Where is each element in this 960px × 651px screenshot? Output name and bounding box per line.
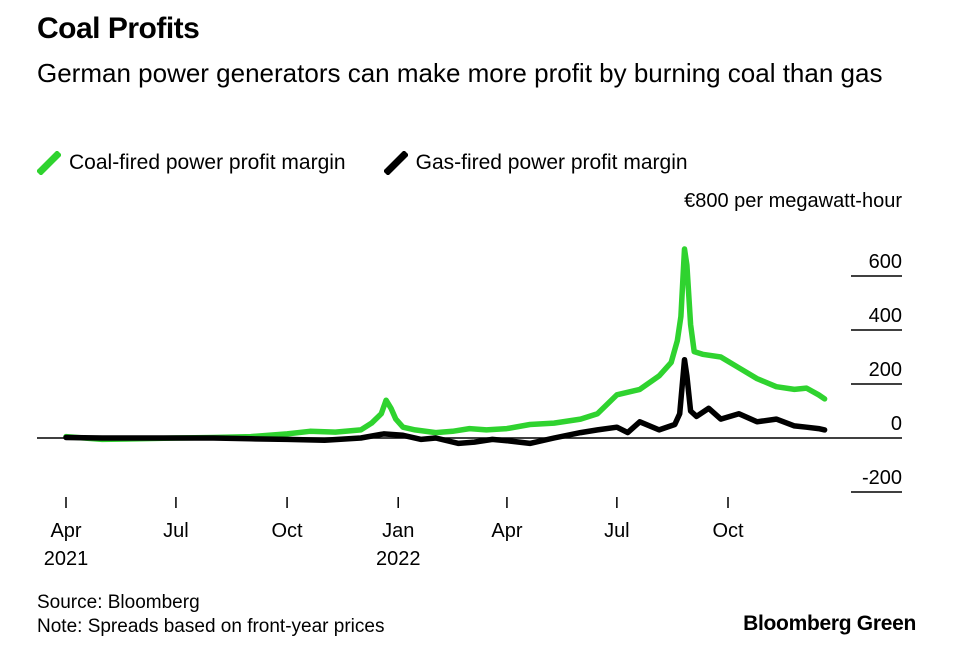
legend-label-coal: Coal-fired power profit margin bbox=[69, 151, 346, 174]
y-axis: 600 400 200 0 -200 bbox=[851, 251, 902, 493]
y-tick-label: 0 bbox=[891, 413, 902, 435]
legend-swatch-gas-icon bbox=[383, 151, 408, 175]
y-tick-label: -200 bbox=[862, 467, 902, 489]
x-tick-year-label: 2022 bbox=[376, 548, 421, 570]
y-tick-label: 400 bbox=[869, 305, 902, 327]
x-tick-year-label: 2021 bbox=[44, 548, 89, 570]
footer-notes: Source: Bloomberg Note: Spreads based on… bbox=[37, 591, 384, 639]
series-group bbox=[63, 246, 828, 447]
coal-margin-line bbox=[63, 246, 828, 443]
legend-swatch-coal-icon bbox=[37, 151, 61, 175]
x-tick-label: Oct bbox=[712, 520, 744, 542]
legend: Coal-fired power profit margin Gas-fired… bbox=[37, 148, 726, 178]
legend-label-gas: Gas-fired power profit margin bbox=[415, 151, 688, 174]
gas-margin-line bbox=[63, 356, 828, 447]
x-axis: Apr 2021 Jul Oct Jan 2022 Apr Jul Oct bbox=[44, 497, 744, 570]
x-tick-label: Jan bbox=[382, 520, 414, 542]
legend-item-gas: Gas-fired power profit margin bbox=[383, 151, 688, 175]
legend-item-coal: Coal-fired power profit margin bbox=[37, 151, 346, 175]
x-tick-label: Jul bbox=[163, 520, 189, 542]
y-tick-label: 200 bbox=[869, 359, 902, 381]
x-tick-label: Apr bbox=[50, 520, 81, 542]
chart-title: Coal Profits bbox=[37, 12, 200, 45]
source-text: Source: Bloomberg bbox=[37, 592, 200, 613]
x-tick-label: Apr bbox=[491, 520, 522, 542]
note-text: Note: Spreads based on front-year prices bbox=[37, 616, 385, 637]
y-tick-label: 600 bbox=[869, 251, 902, 273]
x-tick-label: Oct bbox=[272, 520, 304, 542]
x-tick-label: Jul bbox=[604, 520, 630, 542]
brand-logo: Bloomberg Green bbox=[743, 612, 916, 635]
y-axis-unit-label: €800 per megawatt-hour bbox=[684, 190, 902, 212]
chart-subtitle: German power generators can make more pr… bbox=[37, 58, 883, 88]
